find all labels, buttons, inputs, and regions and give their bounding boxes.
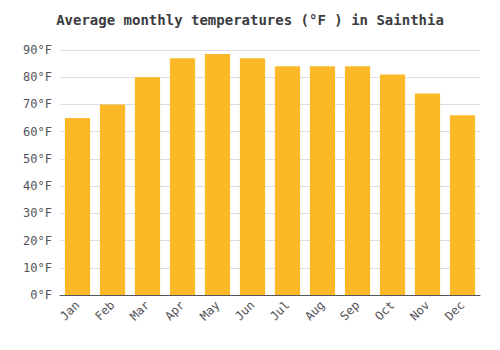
svg-text:Aug: Aug xyxy=(302,298,327,323)
svg-text:30°F: 30°F xyxy=(23,206,52,220)
svg-text:70°F: 70°F xyxy=(23,97,52,111)
svg-text:50°F: 50°F xyxy=(23,152,52,166)
svg-text:60°F: 60°F xyxy=(23,125,52,139)
svg-text:May: May xyxy=(197,298,222,323)
svg-text:Jun: Jun xyxy=(232,298,257,323)
svg-text:20°F: 20°F xyxy=(23,234,52,248)
svg-text:Average monthly temperatures (: Average monthly temperatures (°F ) in Sa… xyxy=(56,12,444,28)
svg-text:Jul: Jul xyxy=(267,298,292,323)
svg-text:10°F: 10°F xyxy=(23,261,52,275)
svg-text:Sep: Sep xyxy=(337,298,362,323)
svg-text:90°F: 90°F xyxy=(23,43,52,57)
svg-text:Oct: Oct xyxy=(372,298,397,323)
svg-text:Mar: Mar xyxy=(127,298,152,323)
svg-text:40°F: 40°F xyxy=(23,179,52,193)
svg-text:Dec: Dec xyxy=(442,298,467,323)
svg-text:0°F: 0°F xyxy=(30,288,52,302)
svg-text:Nov: Nov xyxy=(407,298,432,323)
svg-text:Apr: Apr xyxy=(162,298,187,323)
svg-text:Jan: Jan xyxy=(57,298,82,323)
svg-text:Feb: Feb xyxy=(92,298,117,323)
svg-text:80°F: 80°F xyxy=(23,70,52,84)
